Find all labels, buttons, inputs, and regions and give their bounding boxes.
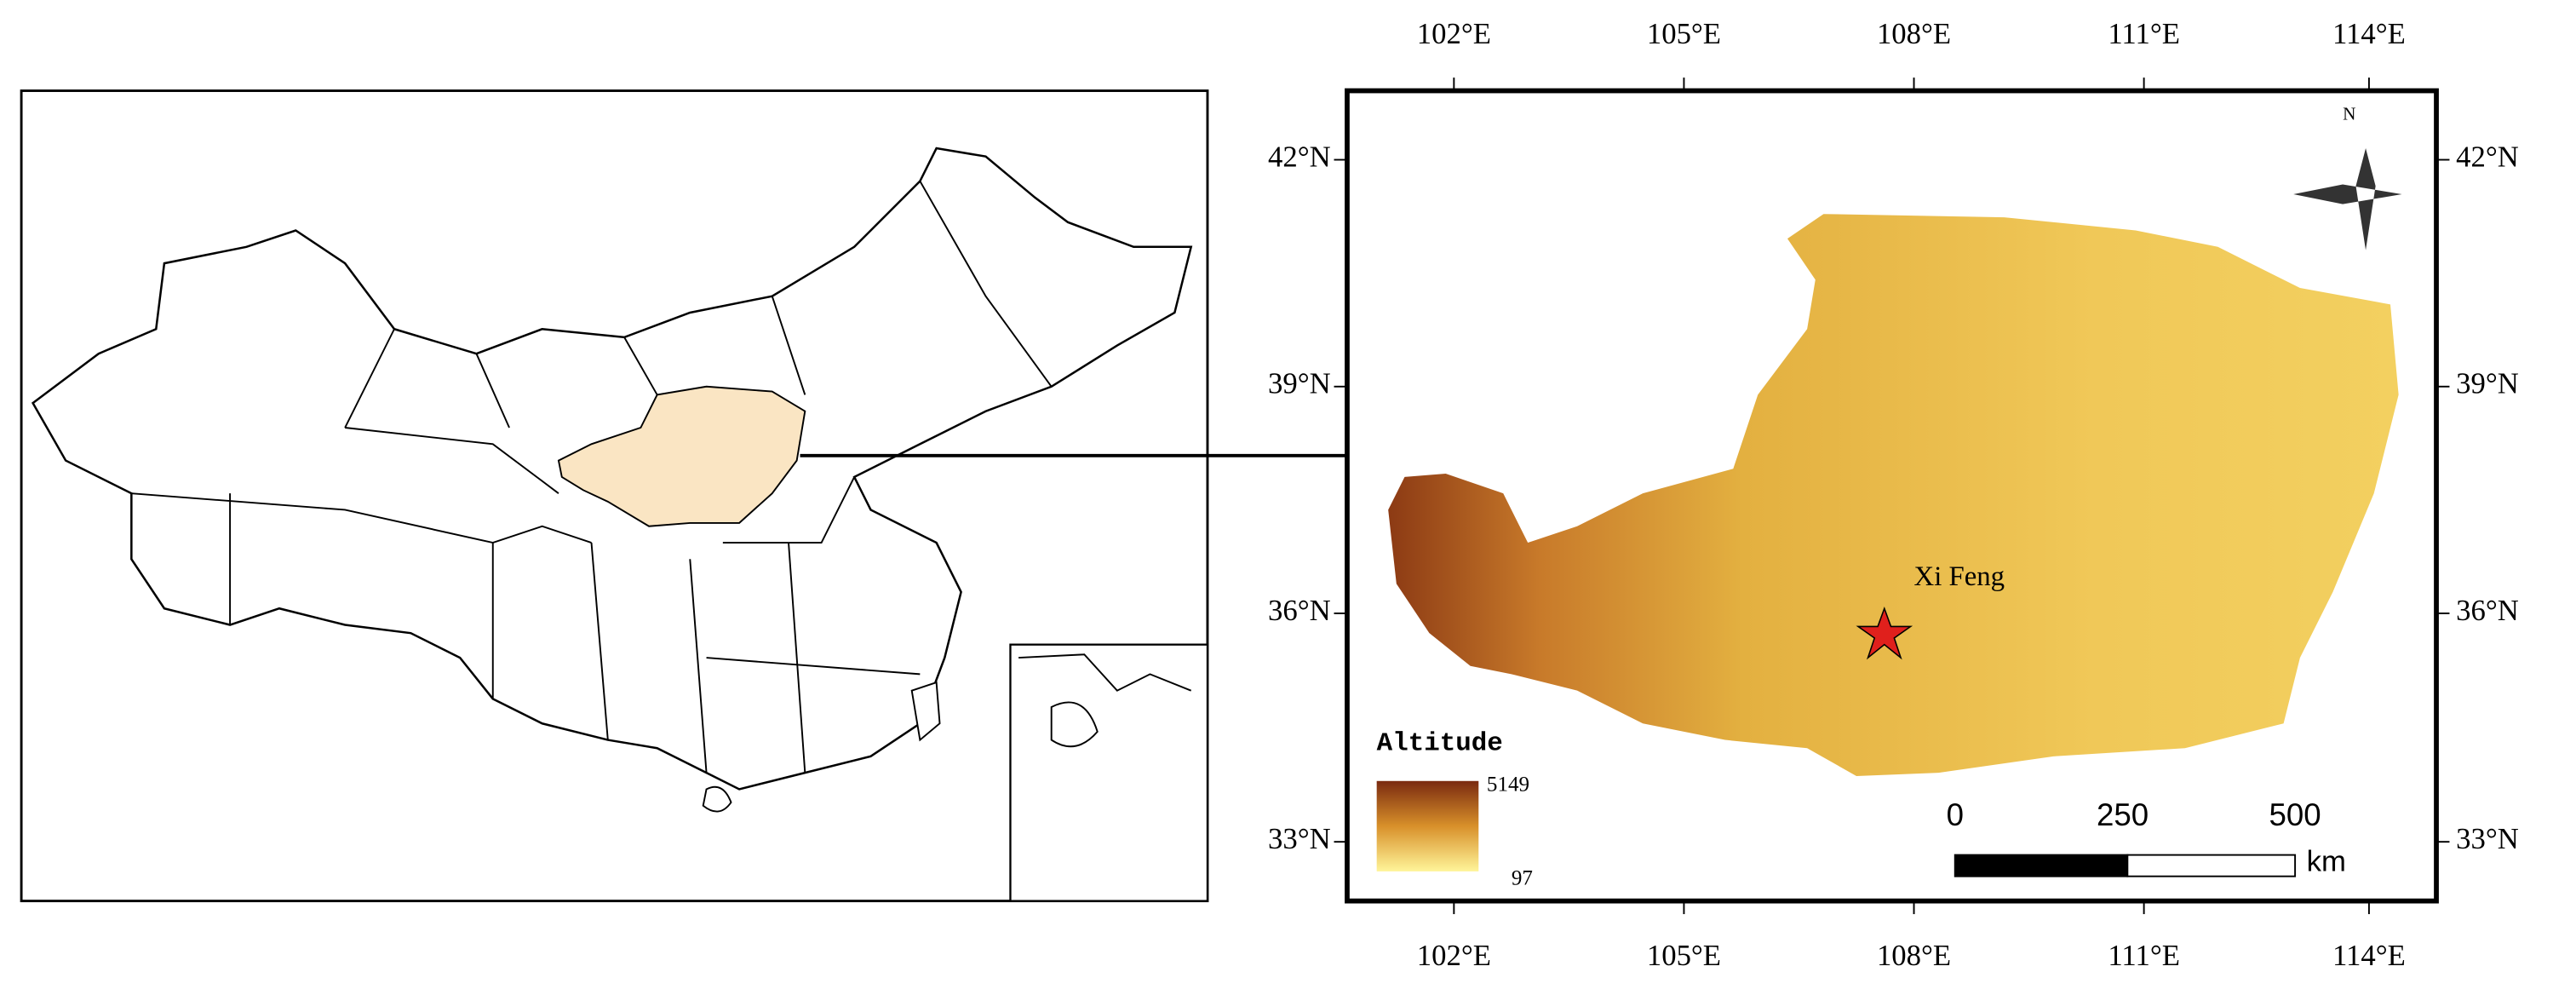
latitude-label: 42°N [2456, 141, 2519, 174]
longitude-label: 111°E [2108, 17, 2180, 50]
latitude-label: 33°N [2456, 822, 2519, 855]
longitude-label: 105°E [1647, 17, 1721, 50]
longitude-label: 114°E [2332, 939, 2406, 972]
legend-max: 5149 [1487, 773, 1529, 796]
inset-map [1018, 653, 1192, 748]
latitude-label: 39°N [1268, 367, 1331, 400]
longitude-label: 105°E [1647, 939, 1721, 972]
latitude-label: 33°N [1268, 822, 1331, 855]
legend-ramp [1376, 780, 1479, 871]
legend-min: 97 [1512, 866, 1533, 889]
legend-title: Altitude [1377, 729, 1503, 759]
latitude-label: 39°N [2456, 367, 2519, 400]
longitude-label: 108°E [1877, 939, 1951, 972]
scale-label: 500 [2269, 797, 2321, 832]
latitude-label: 42°N [1268, 141, 1331, 174]
latitude-label: 36°N [2456, 594, 2519, 627]
north-label: N [2343, 103, 2355, 124]
site-label: Xi Feng [1914, 561, 2005, 592]
loess-plateau-highlight [557, 385, 806, 527]
site-marker [1856, 606, 1913, 660]
scale-unit: km [2307, 845, 2346, 877]
longitude-label: 111°E [2108, 939, 2180, 972]
longitude-label: 102°E [1417, 17, 1491, 50]
latitude-label: 36°N [1268, 594, 1331, 627]
province-borders [131, 181, 1053, 774]
longitude-label: 114°E [2332, 17, 2406, 50]
longitude-label: 108°E [1877, 17, 1951, 50]
longitude-label: 102°E [1417, 939, 1491, 972]
loess-plateau-dem [1388, 214, 2399, 777]
scale-bar-black [1954, 854, 2129, 877]
scale-label: 0 [1947, 797, 1964, 832]
islands [702, 681, 941, 813]
north-arrow [2293, 148, 2402, 250]
scale-bar-white [2126, 854, 2297, 877]
inset-frame [1009, 643, 1209, 902]
scale-label: 250 [2097, 797, 2149, 832]
